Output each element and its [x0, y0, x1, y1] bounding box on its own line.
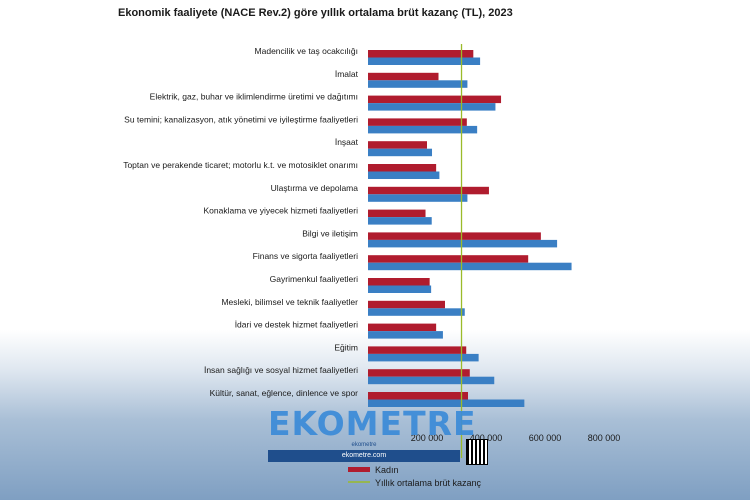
x-tick-label: 200 000 — [411, 433, 444, 443]
bar-kadin — [368, 72, 439, 81]
legend: Kadın Yıllık ortalama brüt kazanç — [348, 465, 482, 488]
category-label: Gayrimenkul faaliyetleri — [270, 274, 358, 284]
watermark-url: ekometre.com — [268, 450, 460, 462]
bar-series-2 — [368, 308, 465, 316]
bar-kadin — [368, 164, 437, 172]
legend-average-label: Yıllık ortalama brüt kazanç — [375, 478, 482, 488]
category-label: Finans ve sigorta faaliyetleri — [253, 251, 358, 261]
bar-series-2 — [368, 148, 433, 157]
category-label: Toptan ve perakende ticaret; motorlu k.t… — [123, 160, 358, 170]
bar-kadin — [368, 118, 467, 126]
category-label: Eğitim — [334, 342, 358, 352]
x-tick-label: 600 000 — [529, 433, 562, 443]
category-label: Kültür, sanat, eğlence, dinlence ve spor — [210, 388, 359, 398]
ekometre-watermark: EKOMETRE ekometre ekometre.com — [268, 404, 490, 465]
bar-kadin — [368, 186, 489, 195]
watermark-logo-text: EKOMETRE — [268, 404, 477, 443]
category-label: Elektrik, gaz, buhar ve iklimlendirme ür… — [150, 92, 358, 102]
bar-kadin — [368, 323, 437, 332]
bar-kadin — [368, 50, 474, 58]
bar-kadin — [368, 255, 529, 263]
category-label: Bilgi ve iletişim — [302, 228, 358, 238]
bar-kadin — [368, 209, 426, 218]
x-tick-labels: 800 000 600 000 400 000 200 000 — [411, 433, 621, 443]
bar-series-2 — [368, 399, 525, 407]
bar-series-2 — [368, 376, 495, 385]
bar-kadin — [368, 278, 430, 286]
category-label: Konaklama ve yiyecek hizmeti faaliyetler… — [204, 206, 359, 216]
bar-kadin — [368, 392, 469, 400]
qr-code-icon — [466, 439, 488, 465]
bar-series-2 — [368, 217, 432, 225]
category-label: İnşaat — [335, 137, 359, 147]
category-label: Su temini; kanalizasyon, atık yönetimi v… — [124, 114, 358, 124]
category-label: Ulaştırma ve depolama — [271, 183, 359, 193]
bar-kadin — [368, 232, 541, 240]
category-label: İdari ve destek hizmet faaliyetleri — [235, 320, 358, 330]
x-tick-label: 400 000 — [470, 433, 503, 443]
category-labels: Madencilik ve taş ocakcılığı İmalat Elektr… — [123, 46, 358, 398]
category-label: İmalat — [335, 69, 359, 79]
legend-kadin-swatch — [348, 467, 370, 472]
bar-kadin — [368, 346, 467, 354]
bar-series-2 — [368, 57, 481, 65]
bars-group — [368, 50, 572, 407]
bar-series-2 — [368, 171, 440, 179]
bar-series-2 — [368, 125, 478, 134]
bar-series-2 — [368, 239, 558, 248]
bar-series-2 — [368, 353, 479, 362]
bar-kadin — [368, 95, 502, 104]
bar-kadin — [368, 300, 445, 309]
bar-series-2 — [368, 80, 468, 88]
bar-series-2 — [368, 285, 432, 293]
chart-title: Ekonomik faaliyete (NACE Rev.2) göre yıl… — [118, 7, 513, 19]
bar-series-2 — [368, 262, 572, 271]
bar-series-2 — [368, 194, 468, 202]
bar-kadin — [368, 141, 427, 149]
bar-series-2 — [368, 103, 496, 111]
legend-kadin-label: Kadın — [375, 465, 399, 475]
category-label: Madencilik ve taş ocakcılığı — [255, 46, 358, 56]
category-label: Mesleki, bilimsel ve teknik faaliyetler — [221, 297, 358, 307]
watermark-social-handle: ekometre — [351, 442, 377, 448]
bar-series-2 — [368, 331, 443, 339]
x-tick-label: 800 000 — [588, 433, 621, 443]
bar-kadin — [368, 369, 470, 377]
category-label: İnsan sağlığı ve sosyal hizmet faaliyetl… — [204, 365, 358, 375]
